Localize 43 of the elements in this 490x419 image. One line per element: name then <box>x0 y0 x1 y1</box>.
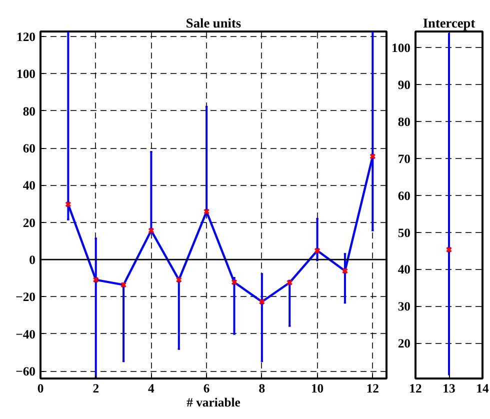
point <box>342 268 348 274</box>
x-tick-label: 6 <box>203 382 210 396</box>
y-tick-label: 100 <box>16 67 36 82</box>
y-tick-label: 100 <box>392 41 410 56</box>
point <box>120 282 127 288</box>
y-tick-label: 40 <box>398 262 410 277</box>
point <box>203 208 210 215</box>
x-tick-label: 12 <box>409 382 422 396</box>
y-tick-label: 20 <box>398 336 410 351</box>
y-tick-label: 60 <box>398 188 410 203</box>
y-tick-label: 80 <box>22 104 36 118</box>
chart-title: Intercept <box>422 16 476 30</box>
x-tick-label: 12 <box>366 382 379 396</box>
point <box>286 279 293 286</box>
y-tick-label: 60 <box>22 142 36 156</box>
x-tick-label: 14 <box>476 382 490 396</box>
y-tick-label: 70 <box>398 152 410 166</box>
x-tick-label: 13 <box>442 382 456 396</box>
x-tick-label: 8 <box>258 382 266 396</box>
point <box>148 227 154 234</box>
x-tick-label: 10 <box>310 382 324 396</box>
x-axis-title: # variable <box>186 396 241 410</box>
y-tick-label: 40 <box>22 178 36 193</box>
point <box>258 298 266 305</box>
y-tick-label: 20 <box>22 216 36 230</box>
chart-title: Sale units <box>186 16 242 30</box>
x-tick-label: 2 <box>92 382 100 396</box>
y-tick-label: 120 <box>16 30 36 44</box>
y-tick-label: −40 <box>16 327 36 342</box>
point <box>176 276 182 283</box>
y-tick-label: 80 <box>398 115 410 130</box>
y-tick-label: 90 <box>398 78 410 92</box>
y-tick-label: 0 <box>29 253 36 268</box>
point <box>65 201 72 208</box>
y-tick-label: −60 <box>16 364 36 379</box>
point <box>92 276 99 283</box>
x-tick-label: 4 <box>148 382 156 396</box>
point <box>231 279 238 286</box>
point <box>314 248 320 254</box>
y-tick-label: 30 <box>398 300 410 314</box>
point <box>370 153 376 160</box>
y-tick-label: 50 <box>398 226 410 240</box>
y-tick-label: −20 <box>16 290 36 304</box>
